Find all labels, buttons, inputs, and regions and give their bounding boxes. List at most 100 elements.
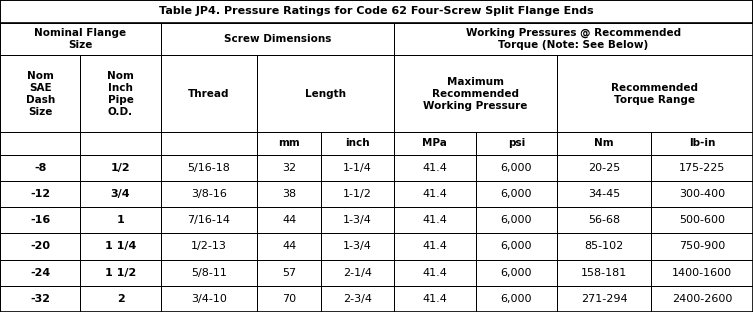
Bar xyxy=(0,132,81,155)
Text: MPa: MPa xyxy=(422,138,447,148)
Text: Length: Length xyxy=(305,89,346,99)
Bar xyxy=(81,207,160,233)
Bar xyxy=(651,286,753,312)
Text: 3/8-16: 3/8-16 xyxy=(191,189,227,199)
Bar xyxy=(322,132,394,155)
Text: -12: -12 xyxy=(30,189,50,199)
Text: 70: 70 xyxy=(282,294,296,304)
Text: 5/16-18: 5/16-18 xyxy=(187,163,230,173)
Bar xyxy=(394,233,476,260)
Text: 6,000: 6,000 xyxy=(501,241,532,251)
Text: 6,000: 6,000 xyxy=(501,163,532,173)
Text: 158-181: 158-181 xyxy=(581,268,627,278)
Bar xyxy=(557,132,651,155)
Text: Nm: Nm xyxy=(594,138,614,148)
Text: 41.4: 41.4 xyxy=(422,241,447,251)
Bar xyxy=(160,23,394,55)
Text: 500-600: 500-600 xyxy=(679,215,725,225)
Text: mm: mm xyxy=(279,138,300,148)
Bar xyxy=(557,55,753,132)
Text: 750-900: 750-900 xyxy=(679,241,725,251)
Bar xyxy=(81,55,160,132)
Bar xyxy=(651,132,753,155)
Bar xyxy=(322,155,394,181)
Bar xyxy=(394,207,476,233)
Text: 1400-1600: 1400-1600 xyxy=(672,268,732,278)
Bar xyxy=(394,132,476,155)
Text: 56-68: 56-68 xyxy=(588,215,620,225)
Text: 1-1/4: 1-1/4 xyxy=(343,163,372,173)
Bar xyxy=(0,0,753,23)
Bar xyxy=(257,181,322,207)
Bar xyxy=(160,55,257,132)
Bar xyxy=(160,181,257,207)
Bar xyxy=(557,233,651,260)
Bar xyxy=(257,55,394,132)
Bar xyxy=(0,233,81,260)
Bar xyxy=(81,155,160,181)
Bar xyxy=(322,181,394,207)
Text: 1/2-13: 1/2-13 xyxy=(191,241,227,251)
Bar xyxy=(160,233,257,260)
Text: 1-1/2: 1-1/2 xyxy=(343,189,372,199)
Bar xyxy=(476,132,557,155)
Text: 6,000: 6,000 xyxy=(501,268,532,278)
Bar xyxy=(81,233,160,260)
Bar xyxy=(0,55,81,132)
Text: 1 1/2: 1 1/2 xyxy=(105,268,136,278)
Bar xyxy=(0,181,81,207)
Bar xyxy=(160,286,257,312)
Text: 1-3/4: 1-3/4 xyxy=(343,215,372,225)
Bar xyxy=(160,207,257,233)
Text: 85-102: 85-102 xyxy=(584,241,623,251)
Text: 44: 44 xyxy=(282,241,297,251)
Text: lb-in: lb-in xyxy=(689,138,715,148)
Text: 57: 57 xyxy=(282,268,296,278)
Bar xyxy=(476,207,557,233)
Text: 41.4: 41.4 xyxy=(422,189,447,199)
Text: 41.4: 41.4 xyxy=(422,163,447,173)
Bar xyxy=(651,260,753,286)
Bar xyxy=(394,55,557,132)
Bar xyxy=(651,207,753,233)
Bar xyxy=(394,23,753,55)
Bar xyxy=(81,286,160,312)
Text: inch: inch xyxy=(346,138,370,148)
Bar xyxy=(160,155,257,181)
Text: 2400-2600: 2400-2600 xyxy=(672,294,733,304)
Bar xyxy=(160,260,257,286)
Bar xyxy=(0,286,81,312)
Text: Thread: Thread xyxy=(188,89,230,99)
Bar xyxy=(0,155,81,181)
Bar xyxy=(0,260,81,286)
Text: Table JP4. Pressure Ratings for Code 62 Four-Screw Split Flange Ends: Table JP4. Pressure Ratings for Code 62 … xyxy=(159,6,594,16)
Bar xyxy=(322,207,394,233)
Bar xyxy=(651,233,753,260)
Bar xyxy=(257,286,322,312)
Text: Nom
Inch
Pipe
O.D.: Nom Inch Pipe O.D. xyxy=(107,71,134,116)
Bar xyxy=(81,260,160,286)
Text: Working Pressures @ Recommended
Torque (Note: See Below): Working Pressures @ Recommended Torque (… xyxy=(466,28,681,50)
Bar xyxy=(81,181,160,207)
Text: 271-294: 271-294 xyxy=(581,294,627,304)
Bar xyxy=(160,132,257,155)
Text: 300-400: 300-400 xyxy=(679,189,725,199)
Text: 32: 32 xyxy=(282,163,296,173)
Text: 38: 38 xyxy=(282,189,296,199)
Text: 1/2: 1/2 xyxy=(111,163,130,173)
Text: Nominal Flange
Size: Nominal Flange Size xyxy=(35,28,127,50)
Text: 2-1/4: 2-1/4 xyxy=(343,268,372,278)
Text: 175-225: 175-225 xyxy=(679,163,725,173)
Text: 41.4: 41.4 xyxy=(422,215,447,225)
Bar xyxy=(651,155,753,181)
Bar xyxy=(557,155,651,181)
Bar xyxy=(476,260,557,286)
Text: 20-25: 20-25 xyxy=(588,163,620,173)
Bar xyxy=(651,181,753,207)
Bar xyxy=(322,286,394,312)
Bar xyxy=(557,181,651,207)
Bar xyxy=(322,260,394,286)
Text: 41.4: 41.4 xyxy=(422,268,447,278)
Text: 1: 1 xyxy=(117,215,124,225)
Text: 5/8-11: 5/8-11 xyxy=(191,268,227,278)
